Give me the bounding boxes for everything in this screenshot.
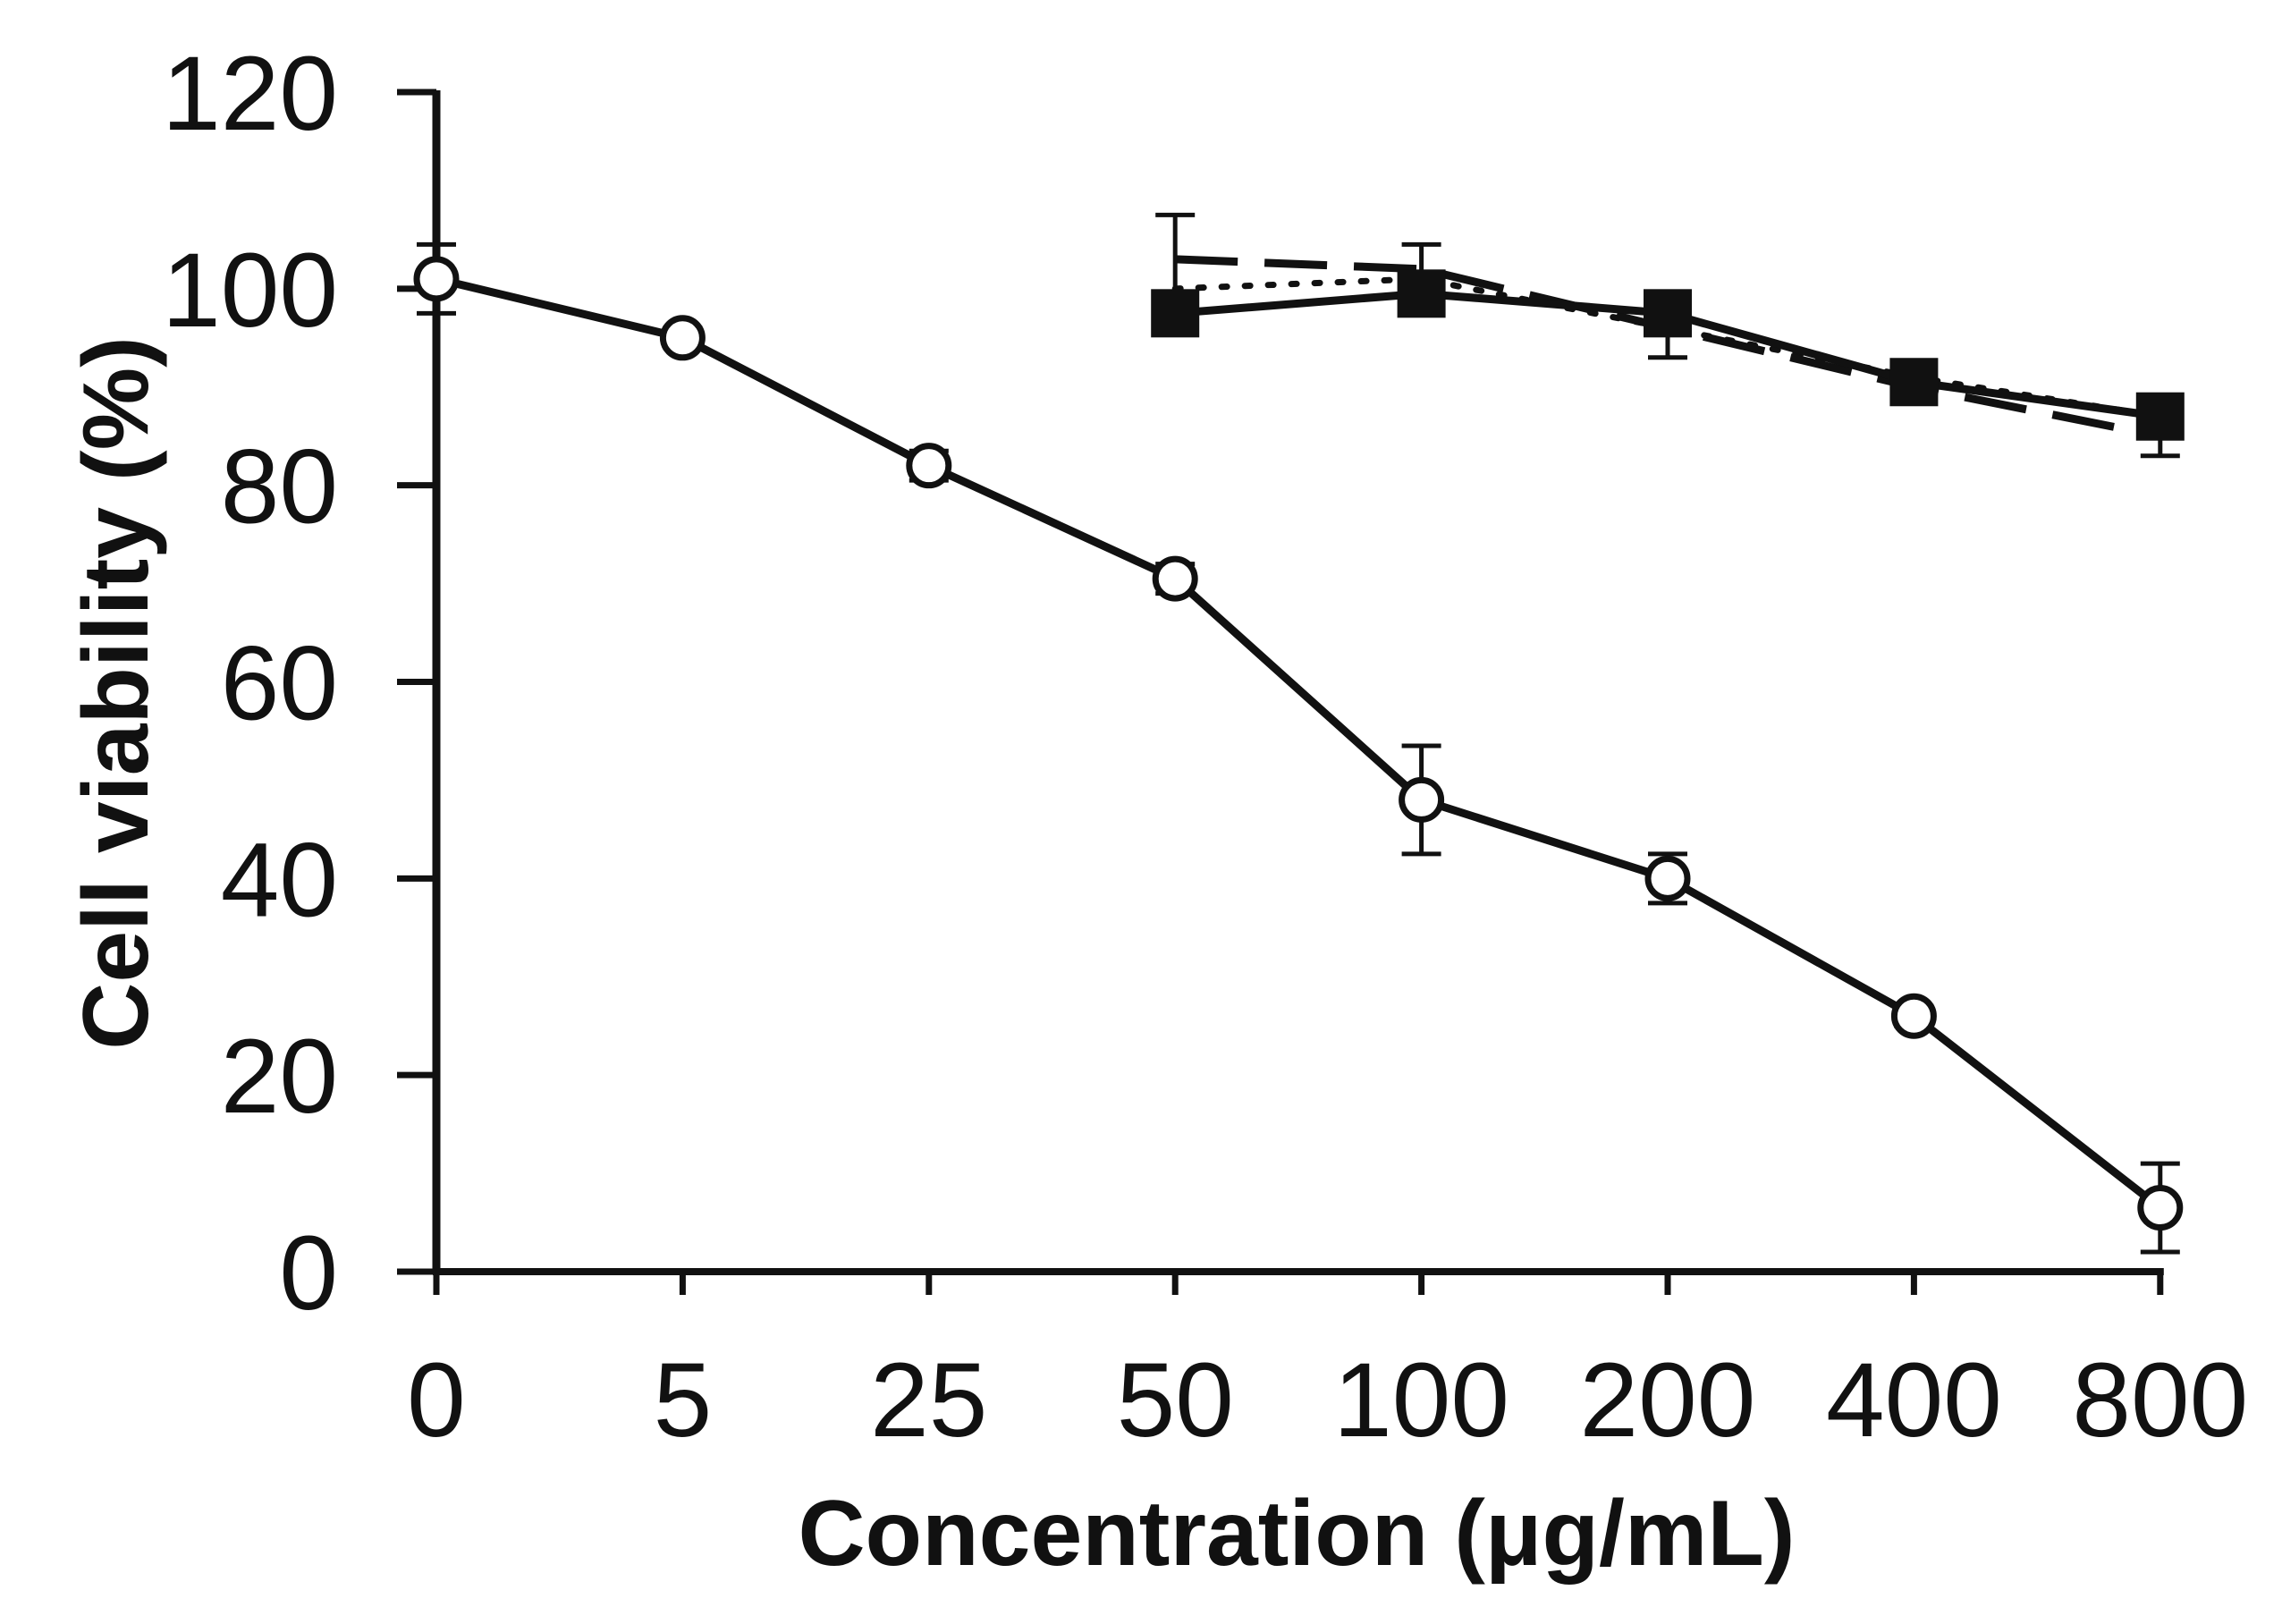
x-tick-label: 400 [1826, 1341, 2002, 1459]
series-open-circle-solid [413, 241, 2184, 1255]
data-point-square [1644, 289, 1692, 338]
axes: 0 20 40 60 80 100 120 0 5 25 50 100 200 400 800 [162, 35, 2248, 1459]
x-tick-label: 5 [654, 1341, 713, 1459]
y-axis-title: Cell viability (%) [64, 336, 168, 1050]
y-tick-label: 60 [221, 625, 338, 743]
x-tick-label: 25 [870, 1341, 987, 1459]
x-tick-label: 100 [1333, 1341, 1509, 1459]
data-point-square [2135, 392, 2185, 441]
y-tick-label: 120 [162, 35, 338, 153]
y-tick-label: 80 [221, 428, 338, 546]
data-point-square [1397, 269, 1446, 318]
y-tick-label: 0 [279, 1214, 338, 1332]
data-point-circle [659, 315, 706, 361]
data-point-circle [413, 256, 460, 302]
data-point-square [1151, 289, 1200, 338]
x-tick-label: 800 [2072, 1341, 2248, 1459]
series-filled-square-solid [1151, 269, 2185, 441]
x-tick-label: 50 [1117, 1341, 1234, 1459]
data-point-circle [1890, 993, 1937, 1039]
x-axis-title: Concentration (μg/mL) [798, 1482, 1795, 1586]
y-tick-label: 40 [221, 821, 338, 939]
x-tick-label: 200 [1580, 1341, 1756, 1459]
data-point-circle [906, 443, 952, 489]
series-layer [413, 212, 2185, 1255]
y-tick-label: 100 [162, 232, 338, 350]
series-none-dotted [1171, 275, 2164, 420]
x-tick-label: 0 [407, 1341, 466, 1459]
labels: Concentration (μg/mL) Cell viability (%) [64, 336, 1796, 1586]
y-tick-label: 20 [221, 1018, 338, 1136]
series-line [435, 275, 2163, 1212]
data-point-circle [1152, 555, 1198, 602]
series-line [1171, 275, 2164, 420]
data-point-square [1889, 358, 1939, 407]
data-point-circle [1644, 855, 1691, 901]
data-point-circle [2137, 1185, 2184, 1231]
data-point-circle [1399, 776, 1445, 823]
